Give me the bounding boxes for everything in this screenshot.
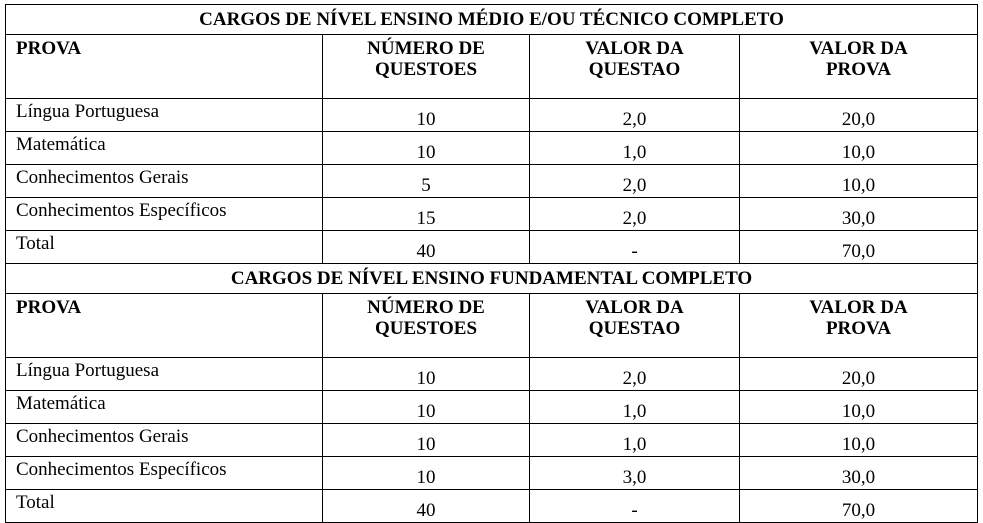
column-header: VALOR DA PROVA [738, 293, 979, 358]
section-title: CARGOS DE NÍVEL ENSINO MÉDIO E/OU TÉCNIC… [4, 4, 979, 35]
section-title: CARGOS DE NÍVEL ENSINO FUNDAMENTAL COMPL… [4, 263, 979, 294]
question-count-cell: 10 [322, 456, 530, 490]
table-row: Matemática 10 1,0 10,0 [5, 131, 979, 165]
section-title-row: CARGOS DE NÍVEL ENSINO MÉDIO E/OU TÉCNIC… [4, 4, 979, 35]
exam-value-cell: 10,0 [738, 390, 979, 424]
question-value-cell: 1,0 [529, 423, 740, 457]
exam-value-cell: 70,0 [738, 230, 979, 264]
question-count-cell: 10 [322, 423, 530, 457]
question-value-cell: 1,0 [529, 390, 740, 424]
table-row: Conhecimentos Específicos 10 3,0 30,0 [5, 456, 979, 490]
column-header: NÚMERO DE QUESTOES [322, 34, 530, 99]
column-header: PROVA [5, 293, 323, 358]
subject-cell: Total [5, 489, 323, 523]
column-header-row: PROVA NÚMERO DE QUESTOES VALOR DA QUESTAO VAL… [5, 34, 979, 99]
column-header: PROVA [5, 34, 323, 99]
subject-cell: Total [5, 230, 323, 264]
question-count-cell: 10 [322, 390, 530, 424]
table-row: Conhecimentos Específicos 15 2,0 30,0 [5, 197, 979, 231]
question-count-cell: 40 [322, 489, 530, 523]
exam-value-cell: 70,0 [738, 489, 979, 523]
question-value-cell: 2,0 [529, 164, 740, 198]
exam-value-cell: 20,0 [738, 357, 979, 391]
subject-cell: Conhecimentos Gerais [5, 423, 323, 457]
exam-value-cell: 30,0 [738, 197, 979, 231]
question-count-cell: 10 [322, 131, 530, 165]
subject-cell: Língua Portuguesa [5, 98, 323, 132]
question-value-cell: 2,0 [529, 197, 740, 231]
question-value-cell: - [529, 489, 740, 523]
table-row: Total 40-70,0 [5, 230, 979, 264]
question-value-cell: - [529, 230, 740, 264]
question-count-cell: 40 [322, 230, 530, 264]
subject-cell: Conhecimentos Específicos [5, 197, 323, 231]
column-header: NÚMERO DE QUESTOES [322, 293, 530, 358]
question-value-cell: 2,0 [529, 357, 740, 391]
exam-value-cell: 10,0 [738, 423, 979, 457]
exam-scoring-table: CARGOS DE NÍVEL ENSINO MÉDIO E/OU TÉCNIC… [4, 4, 979, 523]
subject-cell: Conhecimentos Específicos [5, 456, 323, 490]
subject-cell: Matemática [5, 390, 323, 424]
question-count-cell: 10 [322, 98, 530, 132]
table-row: Conhecimentos Gerais 5 2,0 10,0 [5, 164, 979, 198]
column-header: VALOR DA QUESTAO [529, 293, 740, 358]
table-row: Total 40-70,0 [5, 489, 979, 523]
subject-cell: Conhecimentos Gerais [5, 164, 323, 198]
column-header: VALOR DA PROVA [738, 34, 979, 99]
table-row: Matemática 10 1,0 10,0 [5, 390, 979, 424]
exam-value-cell: 10,0 [738, 164, 979, 198]
exam-value-cell: 20,0 [738, 98, 979, 132]
question-count-cell: 15 [322, 197, 530, 231]
table-row: Conhecimentos Gerais 10 1,0 10,0 [5, 423, 979, 457]
table-row: Língua Portuguesa 10 2,0 20,0 [5, 357, 979, 391]
subject-cell: Matemática [5, 131, 323, 165]
subject-cell: Língua Portuguesa [5, 357, 323, 391]
column-header-row: PROVA NÚMERO DE QUESTOES VALOR DA QUESTAO VAL… [5, 293, 979, 358]
section-title-row: CARGOS DE NÍVEL ENSINO FUNDAMENTAL COMPL… [4, 263, 979, 294]
question-count-cell: 10 [322, 357, 530, 391]
exam-value-cell: 30,0 [738, 456, 979, 490]
column-header: VALOR DA QUESTAO [529, 34, 740, 99]
exam-value-cell: 10,0 [738, 131, 979, 165]
question-value-cell: 3,0 [529, 456, 740, 490]
table-row: Língua Portuguesa 10 2,0 20,0 [5, 98, 979, 132]
question-count-cell: 5 [322, 164, 530, 198]
question-value-cell: 1,0 [529, 131, 740, 165]
question-value-cell: 2,0 [529, 98, 740, 132]
